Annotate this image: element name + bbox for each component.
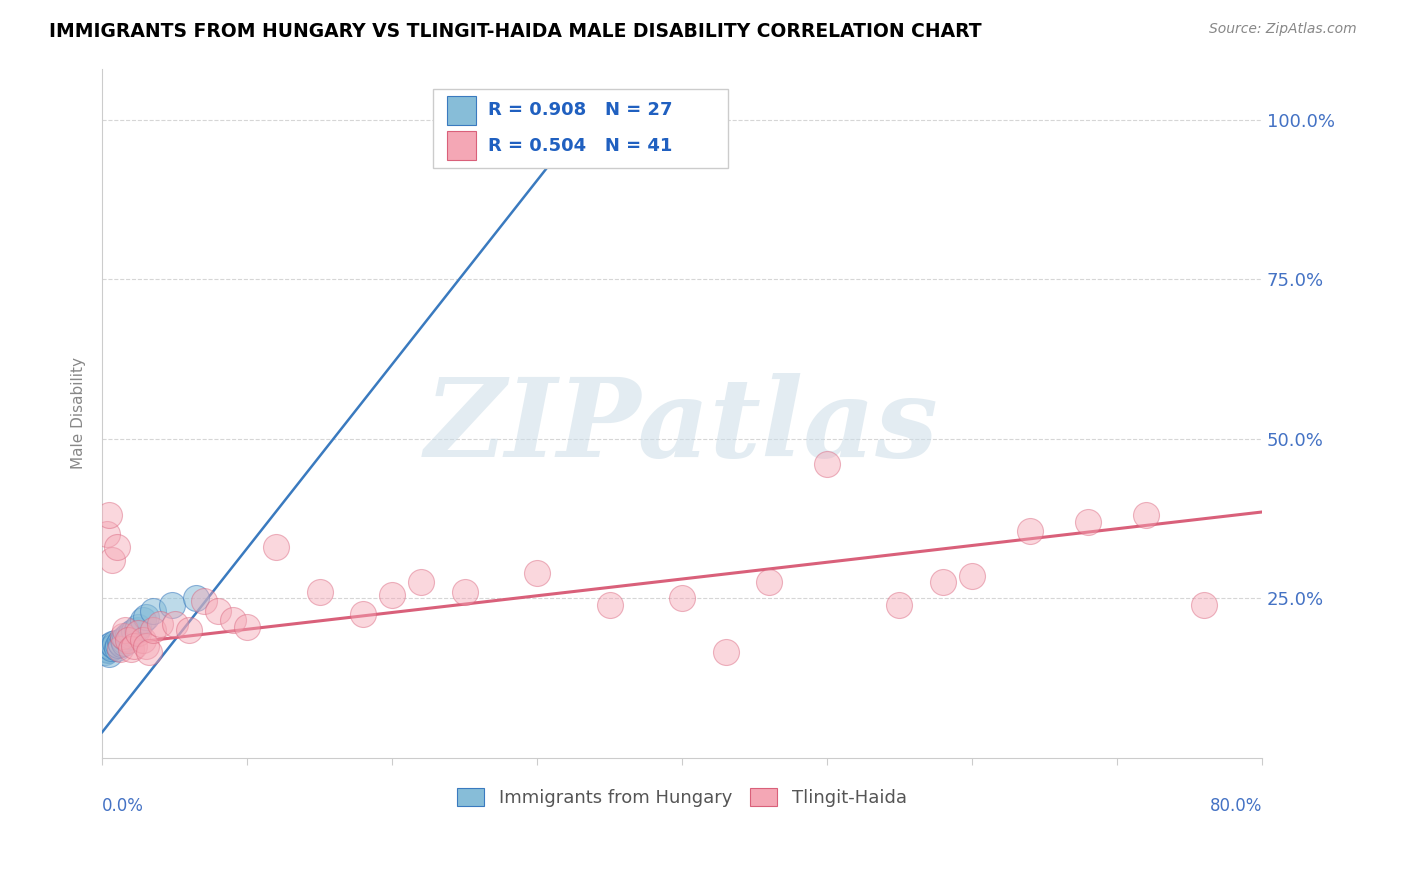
Point bbox=[117, 632, 139, 647]
Point bbox=[960, 569, 983, 583]
Point bbox=[114, 623, 136, 637]
Text: IMMIGRANTS FROM HUNGARY VS TLINGIT-HAIDA MALE DISABILITY CORRELATION CHART: IMMIGRANTS FROM HUNGARY VS TLINGIT-HAIDA… bbox=[49, 22, 981, 41]
Text: ZIPatlas: ZIPatlas bbox=[425, 373, 939, 481]
Point bbox=[1135, 508, 1157, 523]
Point bbox=[138, 645, 160, 659]
Point bbox=[142, 623, 165, 637]
Point bbox=[98, 648, 121, 662]
Point bbox=[453, 584, 475, 599]
Point bbox=[599, 598, 621, 612]
Point bbox=[352, 607, 374, 621]
Text: R = 0.504   N = 41: R = 0.504 N = 41 bbox=[488, 136, 672, 154]
Point bbox=[111, 629, 134, 643]
Point bbox=[163, 616, 186, 631]
Point bbox=[142, 604, 165, 618]
Point bbox=[1192, 598, 1215, 612]
Point bbox=[127, 626, 149, 640]
Text: 0.0%: 0.0% bbox=[103, 797, 143, 814]
Point bbox=[381, 588, 404, 602]
Point bbox=[98, 508, 121, 523]
Point bbox=[889, 598, 911, 612]
Point bbox=[114, 631, 136, 645]
Point bbox=[160, 598, 183, 612]
Point bbox=[671, 591, 693, 606]
Y-axis label: Male Disability: Male Disability bbox=[72, 357, 86, 469]
Point bbox=[186, 591, 208, 606]
Point bbox=[207, 604, 229, 618]
Point bbox=[1077, 515, 1099, 529]
Point bbox=[122, 639, 145, 653]
Point bbox=[193, 594, 215, 608]
Point bbox=[120, 642, 142, 657]
Point bbox=[108, 634, 131, 648]
Point bbox=[127, 620, 149, 634]
Text: Source: ZipAtlas.com: Source: ZipAtlas.com bbox=[1209, 22, 1357, 37]
Point bbox=[112, 636, 135, 650]
Point bbox=[125, 623, 148, 637]
Point bbox=[526, 566, 548, 580]
Legend: Immigrants from Hungary, Tlingit-Haida: Immigrants from Hungary, Tlingit-Haida bbox=[450, 780, 914, 814]
Point bbox=[103, 639, 125, 653]
Point bbox=[815, 457, 838, 471]
Point bbox=[758, 575, 780, 590]
Point bbox=[135, 610, 157, 624]
Point bbox=[932, 575, 955, 590]
Point bbox=[108, 642, 131, 657]
Point bbox=[110, 637, 132, 651]
Point bbox=[236, 620, 259, 634]
Point bbox=[96, 642, 118, 657]
Point bbox=[97, 643, 120, 657]
Point bbox=[104, 636, 127, 650]
FancyBboxPatch shape bbox=[433, 89, 728, 169]
Point bbox=[132, 632, 155, 647]
Point bbox=[264, 540, 287, 554]
Point bbox=[519, 128, 541, 143]
Point bbox=[714, 645, 737, 659]
Point bbox=[105, 640, 128, 655]
Point bbox=[96, 527, 118, 541]
Point bbox=[117, 628, 139, 642]
Point bbox=[308, 584, 330, 599]
Text: R = 0.908   N = 27: R = 0.908 N = 27 bbox=[488, 101, 673, 119]
Point bbox=[111, 632, 134, 647]
Text: 80.0%: 80.0% bbox=[1209, 797, 1263, 814]
Point bbox=[101, 553, 124, 567]
Point bbox=[411, 575, 433, 590]
Point bbox=[98, 639, 121, 653]
Bar bbox=[447, 96, 475, 125]
Point bbox=[107, 639, 129, 653]
Point bbox=[221, 614, 243, 628]
Point bbox=[132, 614, 155, 628]
Point bbox=[105, 540, 128, 554]
Point bbox=[179, 623, 201, 637]
Point bbox=[100, 640, 122, 655]
Point bbox=[120, 626, 142, 640]
Bar bbox=[447, 131, 475, 161]
Point bbox=[94, 645, 117, 659]
Point bbox=[122, 624, 145, 639]
Point bbox=[101, 637, 124, 651]
Point bbox=[1019, 524, 1042, 538]
Point bbox=[135, 639, 157, 653]
Point bbox=[118, 629, 141, 643]
Point bbox=[149, 616, 172, 631]
